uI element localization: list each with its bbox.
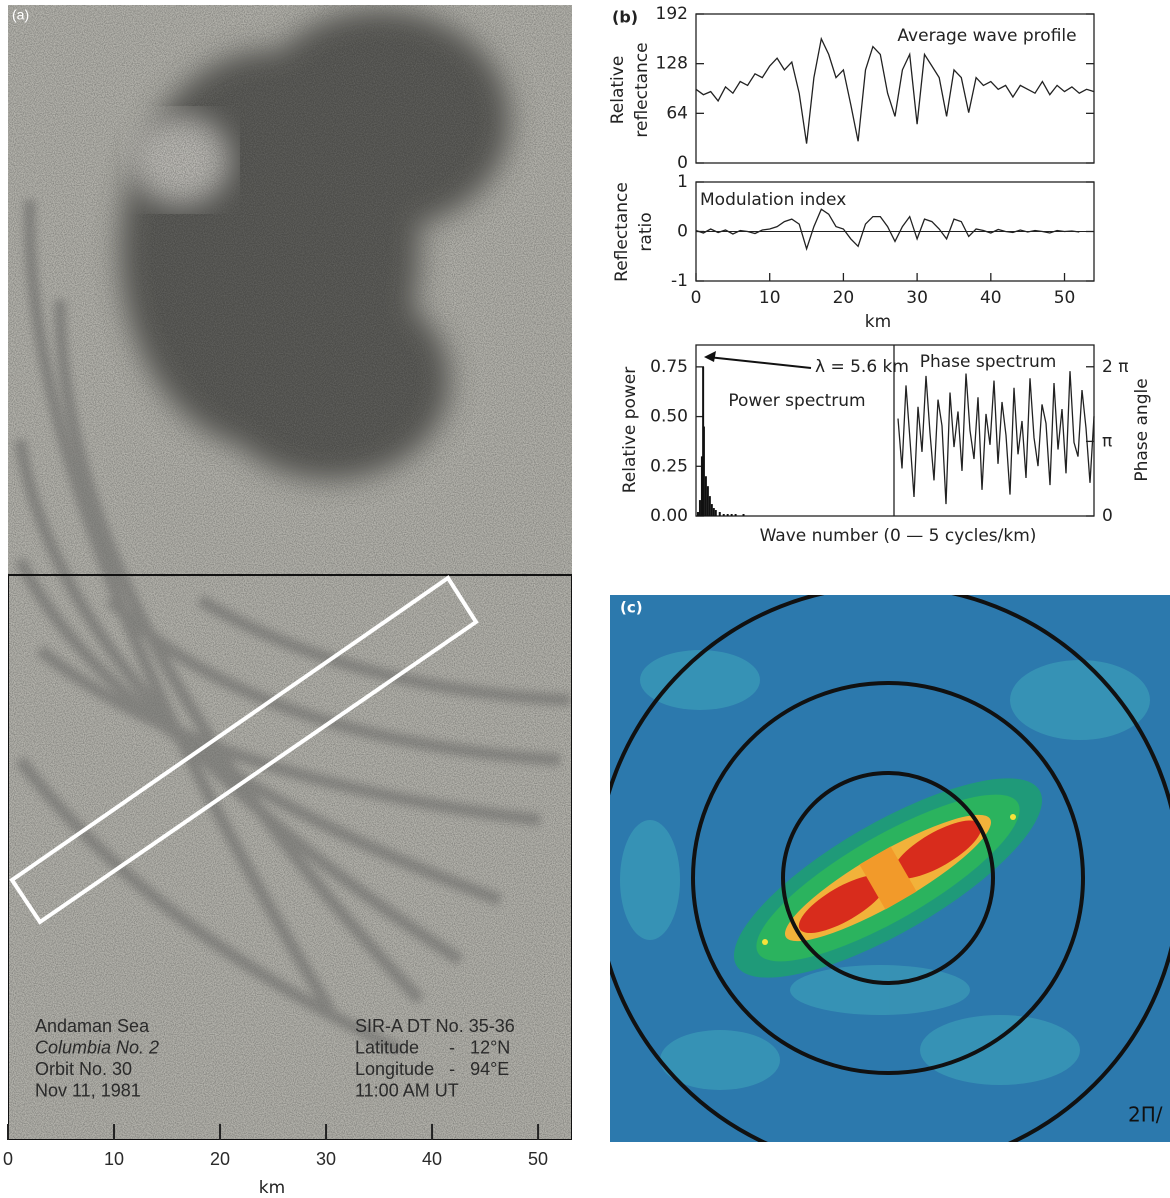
annotation: Phase spectrum xyxy=(920,352,1057,372)
x-tick-label: 30 xyxy=(906,288,928,308)
bar xyxy=(710,504,713,516)
x-axis-label: km xyxy=(865,312,891,332)
data-line xyxy=(897,371,1095,505)
x-tick-label: 40 xyxy=(422,1149,442,1169)
annotation: Power spectrum xyxy=(728,391,865,411)
x-axis-label: km xyxy=(259,1178,285,1198)
y-axis-label: ratio xyxy=(636,212,656,251)
x-tick-label: 40 xyxy=(980,288,1002,308)
data-line xyxy=(695,208,1080,251)
y2-tick-label: 0 xyxy=(1102,506,1113,526)
bar xyxy=(712,508,715,516)
y-axis-label: Reflectance xyxy=(612,182,632,282)
caption: 11:00 AM UT xyxy=(355,1080,459,1100)
plot-frame xyxy=(695,13,1095,164)
bar xyxy=(708,496,711,516)
x-tick-label: 50 xyxy=(1054,288,1076,308)
bar xyxy=(742,514,745,516)
bar xyxy=(714,510,717,516)
x-tick-label: 0 xyxy=(3,1149,13,1169)
y-tick-label: 128 xyxy=(656,54,688,74)
x-tick-label: 20 xyxy=(210,1149,230,1169)
y-tick-label: -1 xyxy=(671,271,688,291)
y-tick-label: 192 xyxy=(656,4,688,24)
arrow xyxy=(707,356,812,369)
y-tick-label: 0.25 xyxy=(650,456,688,476)
y-tick-label: 0 xyxy=(677,222,688,242)
spectrum-image xyxy=(610,595,1170,1142)
annotation: Modulation index xyxy=(700,190,846,210)
caption: Nov 11, 1981 xyxy=(35,1080,141,1100)
x-tick-label: 30 xyxy=(316,1149,336,1169)
panel-label: (c) xyxy=(620,599,643,617)
x-tick-label: 50 xyxy=(528,1149,548,1169)
y-tick-label: 0 xyxy=(677,153,688,173)
y-tick-label: 0.75 xyxy=(650,357,688,377)
x-tick-label: 20 xyxy=(833,288,855,308)
y-tick-label: 1 xyxy=(677,172,688,192)
y-tick-label: 64 xyxy=(666,103,688,123)
y-axis-label: Phase angle xyxy=(1132,378,1152,481)
bar xyxy=(722,514,725,516)
corner-text: 2Π/ xyxy=(1128,1103,1163,1127)
caption: Longitude - 94°E xyxy=(355,1059,509,1079)
y-axis-label: reflectance xyxy=(632,42,652,137)
bar xyxy=(718,512,721,516)
plot-frame xyxy=(695,344,1095,517)
x-axis-label: Wave number (0 — 5 cycles/km) xyxy=(760,526,1037,546)
bar xyxy=(704,476,707,516)
sar-image xyxy=(8,5,572,1140)
y-axis-label: Relative xyxy=(608,56,628,125)
y2-tick-label: π xyxy=(1102,431,1112,451)
annotation: λ = 5.6 km xyxy=(815,357,909,377)
bar xyxy=(734,514,737,516)
y-tick-label: 0.00 xyxy=(650,506,688,526)
bar xyxy=(726,514,729,516)
bar xyxy=(696,512,699,516)
y-axis-label: Relative power xyxy=(620,367,640,494)
x-tick-label: 10 xyxy=(759,288,781,308)
x-tick-label: 0 xyxy=(691,288,702,308)
bar xyxy=(702,426,705,516)
panel-label: (b) xyxy=(612,8,638,27)
y-tick-label: 0.50 xyxy=(650,407,688,427)
caption: Orbit No. 30 xyxy=(35,1059,132,1079)
caption: Andaman Sea xyxy=(35,1016,150,1036)
bar xyxy=(706,486,709,516)
caption: Columbia No. 2 xyxy=(35,1037,159,1057)
bar xyxy=(700,456,703,516)
arrow-head xyxy=(704,351,716,362)
panel-label: (a) xyxy=(12,7,29,23)
bar xyxy=(698,500,701,516)
annotation: Average wave profile xyxy=(897,26,1076,46)
caption: SIR-A DT No. 35-36 xyxy=(355,1016,515,1036)
caption: Latitude - 12°N xyxy=(355,1037,510,1057)
bar xyxy=(730,514,733,516)
x-tick-label: 10 xyxy=(104,1149,124,1169)
data-line xyxy=(695,36,1095,144)
y2-tick-label: 2 π xyxy=(1102,357,1128,377)
